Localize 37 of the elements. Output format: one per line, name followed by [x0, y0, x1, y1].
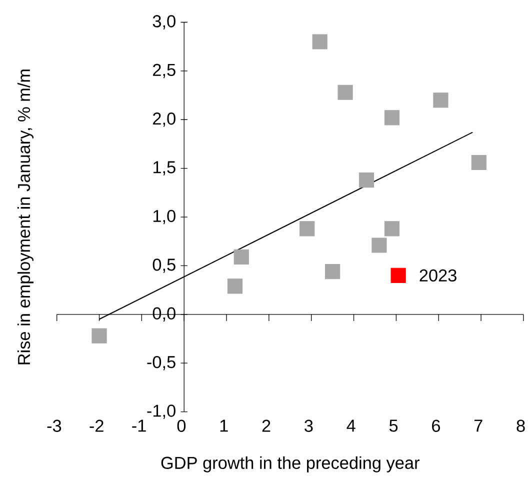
point	[234, 250, 249, 265]
point	[384, 221, 400, 236]
point	[384, 110, 400, 126]
annotation: 2023	[420, 270, 456, 282]
point	[338, 85, 353, 100]
point	[390, 268, 406, 284]
x-tick-label: 5	[389, 420, 398, 432]
y-tick-label: 0,5	[152, 258, 176, 274]
point	[325, 264, 340, 280]
x-tick-label: 4	[346, 420, 356, 432]
y-tick-label: -1,0	[147, 404, 176, 420]
x-tick-label: 0	[177, 420, 186, 432]
point	[312, 34, 328, 50]
x-tick-label: -1	[132, 420, 146, 432]
x-tick-label: 7	[474, 420, 482, 432]
point	[372, 238, 387, 254]
y-tick-label: 2,5	[153, 64, 176, 78]
x-tick-label: 2	[262, 420, 270, 432]
y-tick-label: 2,0	[153, 112, 176, 127]
x-tick-label: 3	[304, 420, 313, 432]
x-tick-label: 6	[432, 420, 440, 432]
y-tick-label: 3,0	[152, 15, 176, 30]
x-axis-title: GDP growth in the preceding year	[161, 456, 420, 473]
point	[300, 221, 315, 236]
point	[433, 92, 448, 108]
point	[227, 278, 243, 294]
y-tick-label: 1,0	[153, 210, 176, 224]
y-tick-label: 1,5	[153, 162, 176, 176]
point	[471, 155, 486, 170]
point	[358, 172, 374, 188]
x-tick-label: 1	[220, 420, 228, 432]
y-tick-label: -0,5	[147, 356, 176, 370]
y-axis-title: Rise in employment in January, % m/m	[17, 70, 34, 364]
x-tick-label: -2	[90, 420, 104, 432]
x-tick-label: -3	[47, 420, 62, 432]
point	[92, 328, 107, 344]
x-tick-label: 8	[516, 420, 525, 432]
